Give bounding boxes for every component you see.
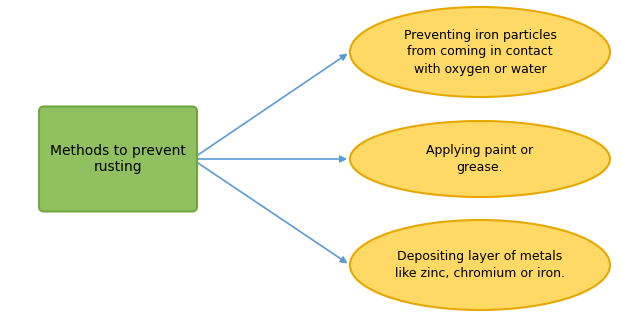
Ellipse shape	[350, 7, 610, 97]
Text: Depositing layer of metals
like zinc, chromium or iron.: Depositing layer of metals like zinc, ch…	[395, 250, 565, 280]
Ellipse shape	[350, 121, 610, 197]
Text: Applying paint or
grease.: Applying paint or grease.	[427, 144, 534, 174]
Ellipse shape	[350, 220, 610, 310]
FancyBboxPatch shape	[39, 107, 197, 211]
Text: Preventing iron particles
from coming in contact
with oxygen or water: Preventing iron particles from coming in…	[404, 29, 557, 75]
Text: Methods to prevent
rusting: Methods to prevent rusting	[50, 144, 186, 174]
